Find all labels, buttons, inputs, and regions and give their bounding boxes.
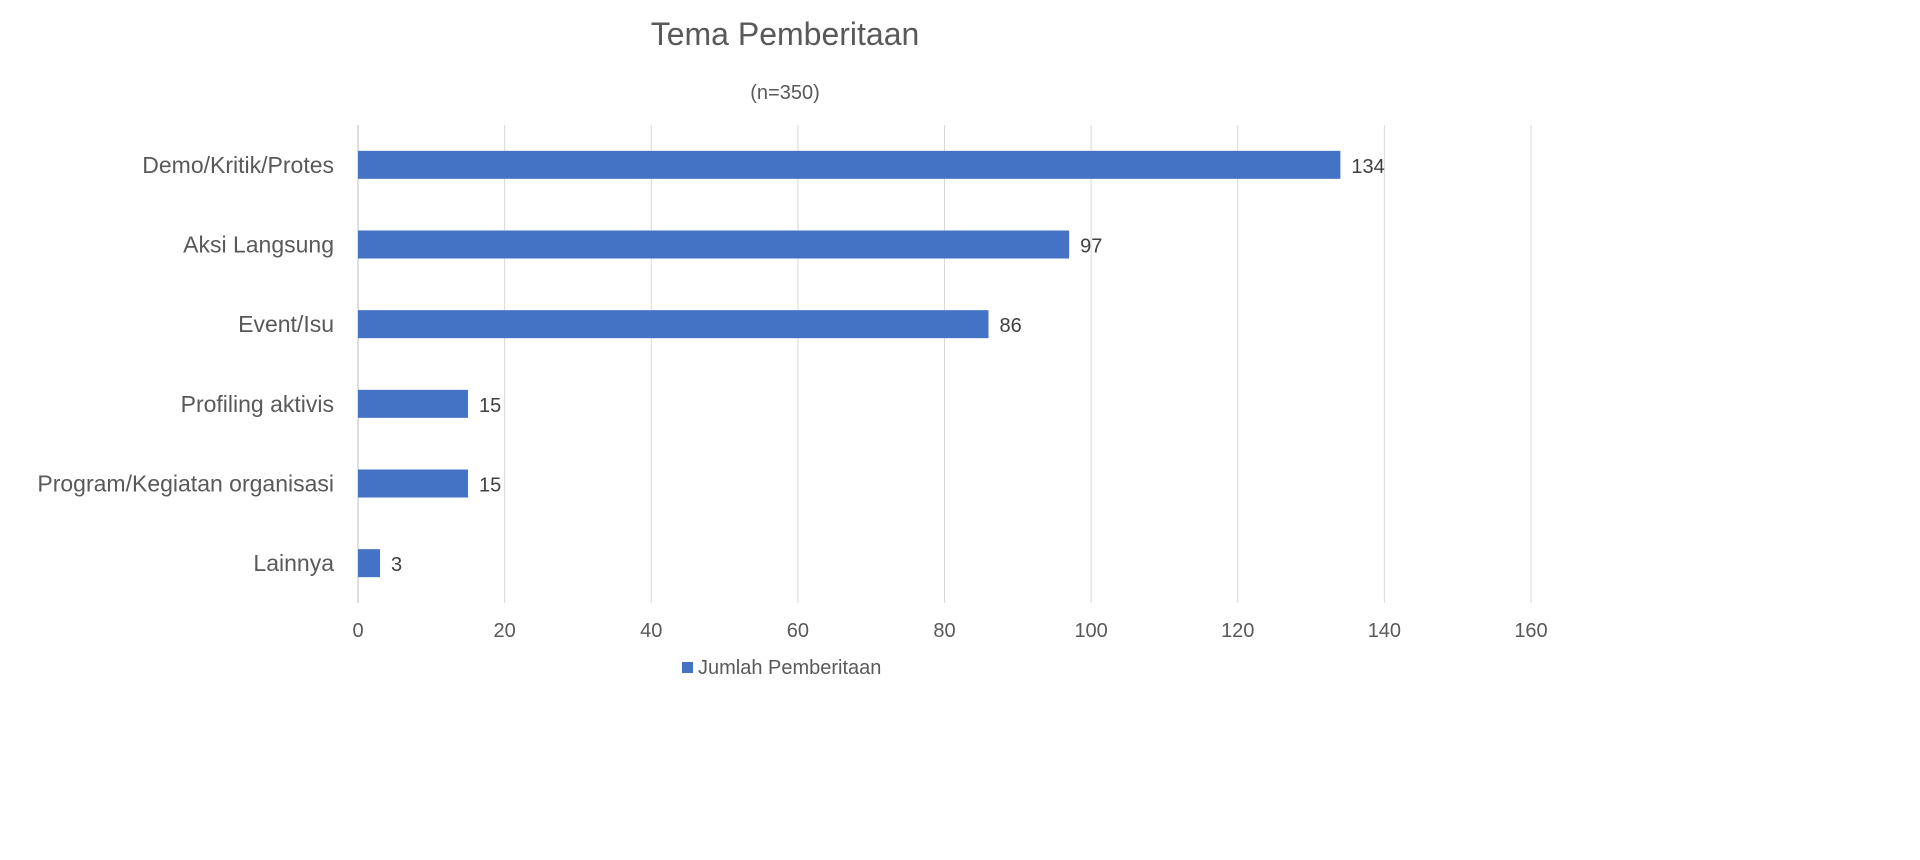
data-label: 134	[1351, 156, 1384, 178]
data-label: 97	[1080, 236, 1102, 258]
x-tick-label: 0	[352, 620, 363, 642]
legend-label: Jumlah Pemberitaan	[698, 657, 881, 679]
category-label: Event/Isu	[238, 311, 334, 337]
category-label: Aksi Langsung	[183, 232, 334, 258]
legend: Jumlah Pemberitaan	[682, 657, 881, 679]
category-label: Profiling aktivis	[181, 391, 334, 417]
category-label: Demo/Kritik/Protes	[142, 152, 334, 178]
data-label: 15	[479, 475, 501, 497]
x-tick-label: 120	[1221, 620, 1254, 642]
category-label: Program/Kegiatan organisasi	[37, 471, 334, 497]
chart-subtitle: (n=350)	[750, 82, 820, 104]
data-label: 15	[479, 395, 501, 417]
legend-swatch	[682, 662, 693, 673]
data-label: 86	[999, 315, 1021, 337]
x-tick-label: 20	[494, 620, 516, 642]
bar	[358, 389, 468, 418]
bar	[358, 230, 1070, 259]
chart-title: Tema Pemberitaan	[651, 16, 920, 52]
bar	[358, 310, 989, 339]
bar	[358, 150, 1341, 179]
x-tick-label: 160	[1514, 620, 1547, 642]
x-tick-label: 140	[1368, 620, 1401, 642]
x-tick-label: 80	[933, 620, 955, 642]
bar	[358, 469, 468, 498]
x-tick-label: 40	[640, 620, 662, 642]
x-tick-label: 100	[1074, 620, 1107, 642]
category-label: Lainnya	[253, 550, 334, 576]
bar	[358, 549, 380, 578]
x-tick-label: 60	[787, 620, 809, 642]
data-label: 3	[391, 554, 402, 576]
